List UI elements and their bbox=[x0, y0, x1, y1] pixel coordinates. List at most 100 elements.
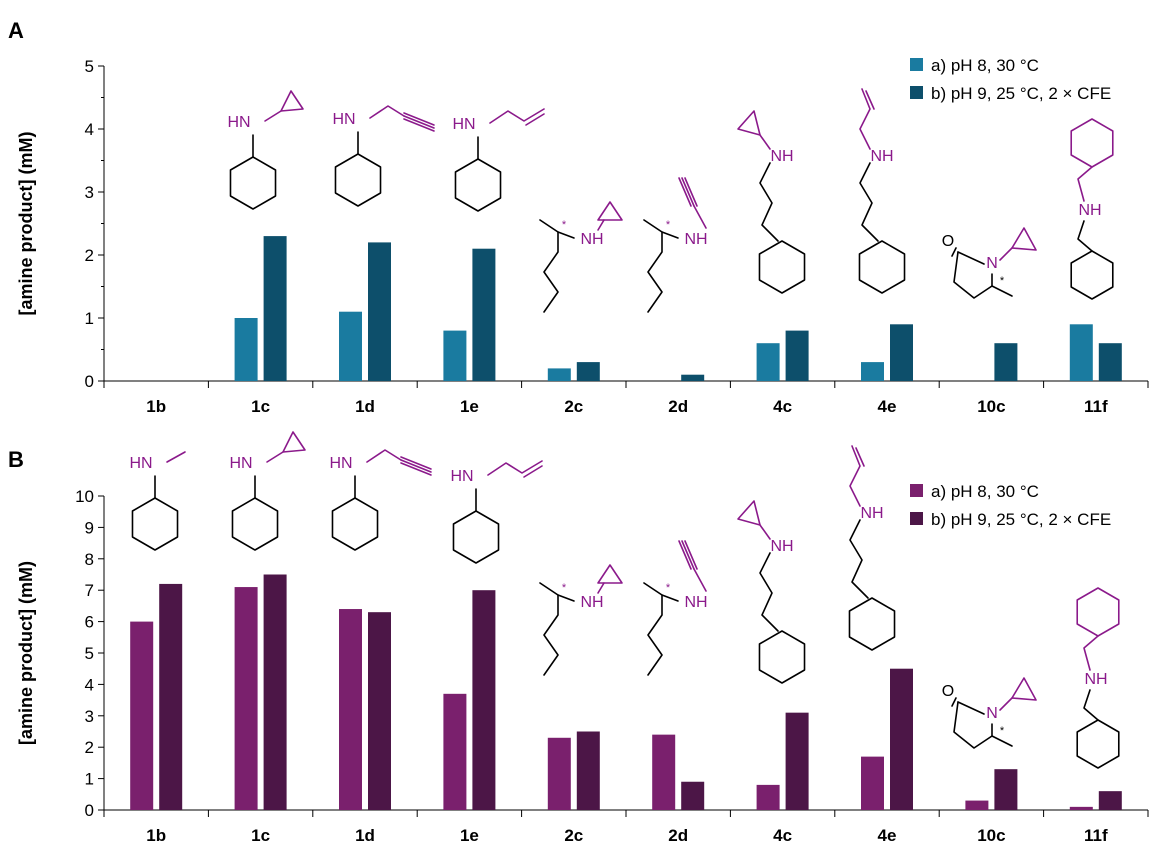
svg-text:*: * bbox=[1000, 275, 1005, 287]
panel-a-bar-2c-series-2 bbox=[576, 362, 600, 381]
panel-a-bar-1c-series-1 bbox=[234, 318, 258, 381]
panel-a-y-tick-label: 5 bbox=[85, 57, 94, 76]
panel-a-category-label: 2d bbox=[668, 397, 688, 416]
panel-b-bar-1e-series-2 bbox=[472, 590, 496, 810]
structure-1e-a: HN bbox=[452, 108, 545, 212]
panel-b-y-tick-label: 3 bbox=[85, 707, 94, 726]
panel-a-category-label: 2c bbox=[564, 397, 583, 416]
svg-text:HN: HN bbox=[329, 455, 352, 472]
panel-a-bar-2c-series-1 bbox=[547, 368, 571, 381]
svg-text:NH: NH bbox=[770, 148, 793, 165]
panel-a-category-label: 4c bbox=[773, 397, 792, 416]
panel-a-category-label: 10c bbox=[977, 397, 1005, 416]
panel-b-y-tick-label: 8 bbox=[85, 550, 94, 569]
structure-4e-b: NH bbox=[848, 445, 896, 651]
svg-text:*: * bbox=[666, 582, 671, 594]
panel-b-legend-swatch-2 bbox=[910, 512, 923, 525]
svg-text:*: * bbox=[1000, 725, 1005, 737]
panel-b-y-tick-label: 7 bbox=[85, 581, 94, 600]
panel-b-y-tick-label: 2 bbox=[85, 738, 94, 757]
structure-11f-b: NH bbox=[1076, 587, 1120, 769]
panel-b-y-tick-label: 0 bbox=[85, 801, 94, 820]
structure-2d-b: * NH bbox=[643, 540, 708, 676]
panel-b-bar-11f-series-2 bbox=[1098, 791, 1122, 810]
structure-1d-a: HN bbox=[332, 105, 435, 207]
panel-b-bar-1c-series-1 bbox=[234, 587, 258, 810]
panel-a-letter: A bbox=[8, 18, 24, 43]
svg-text:NH: NH bbox=[580, 594, 603, 611]
panel-b-y-tick-label: 5 bbox=[85, 644, 94, 663]
panel-b-letter: B bbox=[8, 447, 24, 472]
panel-b-bar-2c-series-1 bbox=[547, 737, 571, 810]
svg-text:NH: NH bbox=[580, 231, 603, 248]
panel-a-category-label: 11f bbox=[1084, 397, 1108, 416]
panel-b-category-label: 1c bbox=[251, 826, 270, 845]
panel-a-bar-2d-series-2 bbox=[681, 374, 705, 381]
panel-a-chart: A 0 1 2 3 4 5 1b 1c 1d 1e 2c 2d 4c 4e 10c 11f [amine prod… bbox=[8, 18, 1149, 416]
svg-text:HN: HN bbox=[452, 116, 475, 133]
panel-b-bar-1d-series-2 bbox=[368, 612, 391, 810]
structure-4e-a: NH bbox=[858, 88, 906, 294]
structure-2c-b: * NH bbox=[539, 564, 623, 676]
panel-a-bar-11f-series-2 bbox=[1098, 343, 1122, 381]
panel-a-y-tick-label: 0 bbox=[85, 372, 94, 391]
panel-b-category-label: 1e bbox=[460, 826, 479, 845]
panel-a-bar-4c-series-1 bbox=[756, 343, 780, 381]
panel-b-y-tick-label: 1 bbox=[85, 770, 94, 789]
svg-text:NH: NH bbox=[870, 148, 893, 165]
panel-a-y-tick-label: 2 bbox=[85, 246, 94, 265]
panel-a-bar-1d-series-1 bbox=[339, 311, 362, 381]
svg-text:O: O bbox=[942, 233, 954, 250]
panel-b-bar-1e-series-1 bbox=[443, 693, 467, 810]
panel-a-legend-label-2: b) pH 9, 25 °C, 2 × CFE bbox=[931, 84, 1111, 103]
panel-b-bar-10c-series-2 bbox=[994, 769, 1018, 810]
structure-4c-a: NH bbox=[737, 110, 806, 294]
panel-a-bar-1e-series-1 bbox=[443, 330, 467, 381]
panel-b-y-tick-label: 6 bbox=[85, 613, 94, 632]
panel-a-legend-label-1: a) pH 8, 30 °C bbox=[931, 56, 1039, 75]
panel-b-legend-label-1: a) pH 8, 30 °C bbox=[931, 482, 1039, 501]
panel-b-bar-1b-series-1 bbox=[130, 621, 154, 810]
panel-b-bar-4c-series-1 bbox=[756, 784, 780, 810]
panel-a-bar-4e-series-2 bbox=[890, 324, 913, 381]
panel-b-category-label: 10c bbox=[977, 826, 1005, 845]
structure-4c-b: NH bbox=[737, 500, 806, 684]
panel-b-y-tick-label: 10 bbox=[75, 487, 94, 506]
panel-b-legend-swatch-1 bbox=[910, 484, 923, 497]
panel-b-bar-1d-series-1 bbox=[339, 609, 362, 810]
svg-text:N: N bbox=[986, 255, 998, 272]
svg-text:N: N bbox=[986, 705, 998, 722]
svg-text:*: * bbox=[562, 582, 567, 594]
svg-text:HN: HN bbox=[229, 455, 252, 472]
svg-text:*: * bbox=[562, 219, 567, 231]
panel-a-category-label: 4e bbox=[878, 397, 897, 416]
panel-b-category-label: 2d bbox=[668, 826, 688, 845]
panel-b-bar-1c-series-2 bbox=[263, 574, 287, 810]
svg-text:HN: HN bbox=[332, 111, 355, 128]
panel-a-bar-11f-series-1 bbox=[1069, 324, 1093, 381]
svg-text:HN: HN bbox=[450, 468, 473, 485]
structure-1b-b: HN bbox=[129, 451, 186, 551]
structure-2d-a: * NH bbox=[643, 177, 708, 313]
panel-b-legend-label-2: b) pH 9, 25 °C, 2 × CFE bbox=[931, 510, 1111, 529]
panel-a-bar-4c-series-2 bbox=[785, 330, 809, 381]
panel-b-bar-10c-series-1 bbox=[965, 800, 989, 810]
panel-a-category-label: 1c bbox=[251, 397, 270, 416]
panel-b-bar-11f-series-1 bbox=[1069, 806, 1093, 810]
structure-11f-a: NH bbox=[1070, 118, 1114, 300]
panel-b-category-label: 1d bbox=[355, 826, 375, 845]
panel-a-category-label: 1b bbox=[146, 397, 166, 416]
panel-a-bar-1e-series-2 bbox=[472, 248, 496, 381]
panel-a-bar-4e-series-1 bbox=[861, 362, 884, 381]
panel-b-category-label: 11f bbox=[1084, 826, 1108, 845]
panel-a-bar-1c-series-2 bbox=[263, 236, 287, 381]
panel-a-category-label: 1e bbox=[460, 397, 479, 416]
panel-b-bar-4e-series-1 bbox=[861, 756, 884, 810]
panel-a-legend-swatch-1 bbox=[910, 58, 923, 71]
panel-b-bar-4c-series-2 bbox=[785, 712, 809, 810]
svg-text:NH: NH bbox=[1078, 202, 1101, 219]
structure-1c-a: HN bbox=[227, 90, 304, 210]
svg-text:NH: NH bbox=[860, 505, 883, 522]
